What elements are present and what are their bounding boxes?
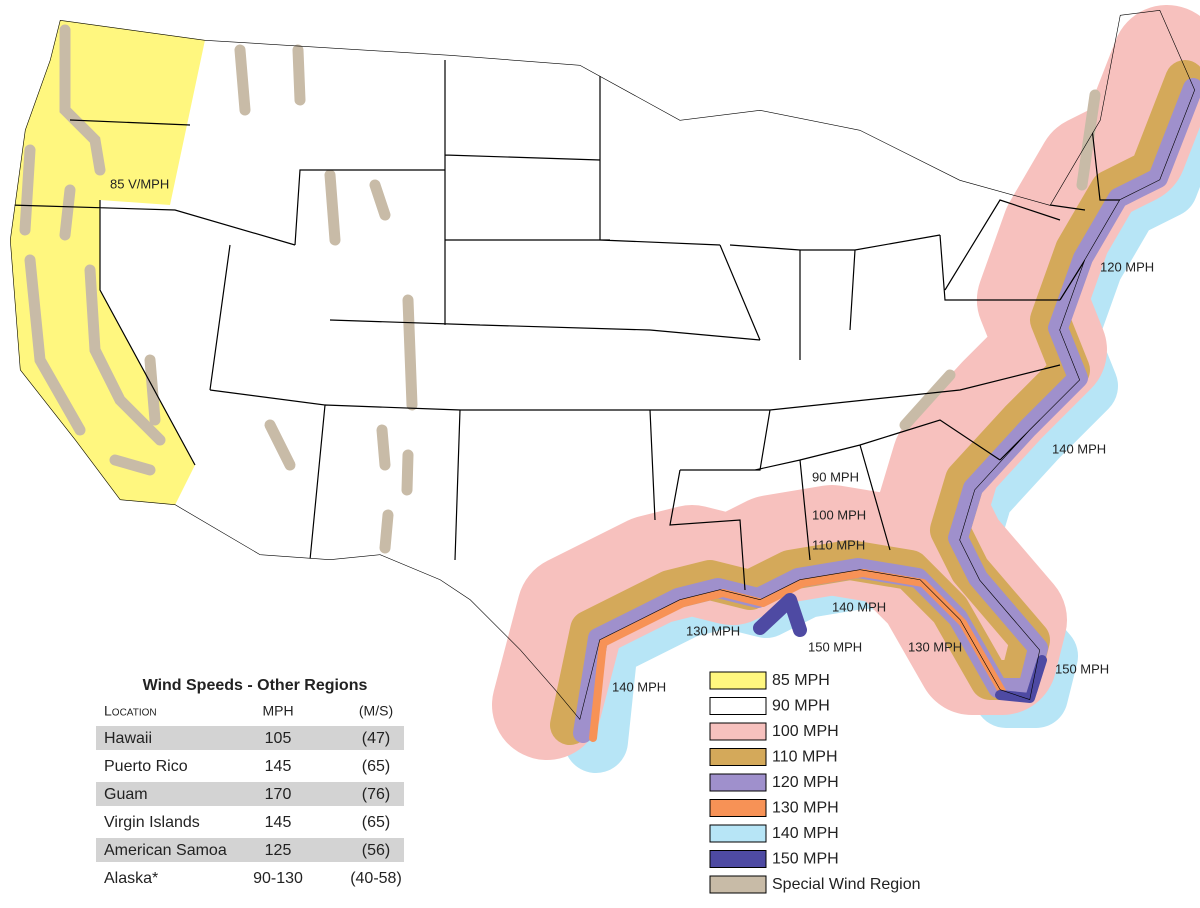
table-cell: American Samoa (104, 842, 227, 859)
legend-swatch (709, 748, 767, 766)
map-label: 130 MPH (908, 639, 962, 654)
table-cell: 145 (265, 758, 292, 775)
legend: 85 MPH 90 MPH 100 MPH 110 MPH 120 MPH 130 MPH… (709, 671, 921, 894)
table-cell: 105 (265, 730, 292, 747)
legend-label: Special Wind Region (772, 876, 921, 893)
legend-label: 120 MPH (772, 774, 839, 791)
legend-label: 90 MPH (772, 698, 830, 715)
table-title: Wind Speeds - Other Regions (143, 677, 368, 694)
legend-label: 85 MPH (772, 672, 830, 689)
legend-swatch (709, 671, 767, 690)
map-label: 140 MPH (832, 599, 886, 614)
table-cell: 90-130 (253, 870, 303, 887)
table-cell: Puerto Rico (104, 758, 188, 775)
legend-swatch (709, 773, 767, 792)
map-label: 140 MPH (1052, 441, 1106, 456)
row-shade (96, 838, 404, 862)
map-label: 130 MPH (686, 623, 740, 638)
map-labels: 85 V/MPH 120 MPH 140 MPH 90 MPH 100 MPH 110 M… (110, 176, 1154, 694)
table-cell: Guam (104, 786, 148, 803)
table-cell: (56) (362, 842, 390, 859)
wind-table: Wind Speeds - Other Regions Location MPH (M… (96, 677, 404, 887)
column-header: (M/S) (359, 703, 393, 719)
table-cell: (76) (362, 786, 390, 803)
table-cell: (65) (362, 814, 390, 831)
legend-label: 140 MPH (772, 825, 839, 842)
legend-label: 130 MPH (772, 800, 839, 817)
coastal-bands (492, 5, 1200, 773)
legend-swatch (709, 697, 767, 715)
legend-swatch (709, 850, 767, 868)
legend-label: 110 MPH (772, 749, 838, 766)
column-header: Location (104, 703, 157, 719)
legend-swatch (709, 824, 767, 843)
legend-swatch (709, 722, 767, 741)
table-cell: (40-58) (350, 870, 402, 887)
table-cell: 170 (265, 786, 292, 803)
map-label: 140 MPH (612, 679, 666, 694)
map-label: 90 MPH (812, 469, 859, 484)
table-cell: 145 (265, 814, 292, 831)
map-label: 85 V/MPH (110, 176, 169, 191)
map-label: 120 MPH (1100, 259, 1154, 274)
legend-label: 100 MPH (772, 723, 839, 740)
row-shade (96, 782, 404, 806)
table-cell: 125 (265, 842, 292, 859)
state-borders (10, 10, 1195, 720)
column-header: MPH (262, 703, 293, 719)
map-label: 100 MPH (812, 507, 866, 522)
table-cell: (47) (362, 730, 390, 747)
map-label: 150 MPH (1055, 661, 1109, 676)
legend-swatch (709, 799, 767, 817)
legend-label: 150 MPH (772, 851, 839, 868)
row-shade (96, 726, 404, 750)
table-cell: Alaska* (104, 870, 158, 887)
table-cell: (65) (362, 758, 390, 775)
table-cell: Hawaii (104, 730, 152, 747)
table-cell: Virgin Islands (104, 814, 200, 831)
map-label: 110 MPH (812, 537, 865, 552)
map-label: 150 MPH (808, 639, 862, 654)
legend-swatch (709, 875, 767, 894)
zone-85 (10, 20, 205, 505)
